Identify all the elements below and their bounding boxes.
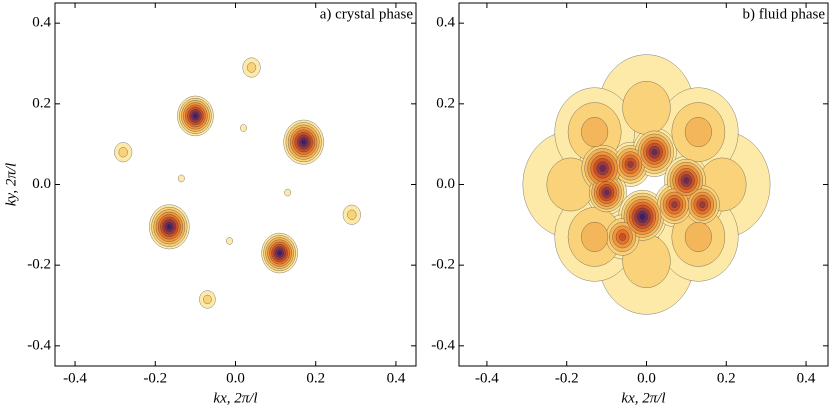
x-tick-label: -0.4 bbox=[63, 370, 87, 386]
contour-level bbox=[683, 177, 690, 184]
x-axis-label: kx, 2π/l bbox=[213, 390, 257, 406]
y-tick-label: -0.4 bbox=[431, 337, 455, 353]
y-tick-label: -0.2 bbox=[27, 257, 51, 273]
contour-level bbox=[226, 237, 233, 245]
y-tick-label: -0.4 bbox=[27, 337, 51, 353]
contour-level bbox=[277, 250, 282, 256]
x-tick-label: -0.2 bbox=[555, 370, 579, 386]
contour-level bbox=[347, 209, 357, 220]
contour-level bbox=[118, 147, 128, 158]
x-tick-label: -0.4 bbox=[475, 370, 499, 386]
panel-title: b) fluid phase bbox=[743, 6, 826, 22]
contour-level bbox=[618, 232, 627, 241]
y-tick-label: 0.4 bbox=[32, 15, 51, 31]
x-tick-label: 0.4 bbox=[797, 370, 816, 386]
contour-level bbox=[622, 80, 671, 135]
x-tick-label: 0.2 bbox=[306, 370, 325, 386]
plot-frame bbox=[54, 2, 417, 367]
y-axis-label: ky, 2π/l bbox=[3, 163, 19, 206]
y-tick-label: 0.4 bbox=[436, 15, 455, 31]
x-tick-label: 0.0 bbox=[226, 370, 245, 386]
y-tick-label: -0.2 bbox=[431, 257, 455, 273]
x-axis-label: kx, 2π/l bbox=[621, 390, 665, 406]
contour-level bbox=[193, 113, 198, 119]
y-tick-label: 0.0 bbox=[32, 176, 51, 192]
contour-level bbox=[284, 188, 292, 197]
contour-level bbox=[699, 201, 706, 209]
contour-level bbox=[671, 201, 678, 209]
contour-level bbox=[166, 224, 172, 230]
contour-level bbox=[581, 221, 609, 252]
x-tick-label: 0.2 bbox=[717, 370, 736, 386]
x-tick-label: 0.0 bbox=[637, 370, 656, 386]
contour-level bbox=[240, 124, 247, 132]
contour-level bbox=[639, 213, 646, 220]
contour-level bbox=[627, 160, 634, 168]
contour-level bbox=[603, 189, 610, 196]
contour-level bbox=[599, 164, 606, 172]
x-tick-label: -0.2 bbox=[143, 370, 167, 386]
x-tick-label: 0.4 bbox=[387, 370, 406, 386]
contour-level bbox=[203, 294, 212, 305]
contour-level bbox=[651, 148, 658, 156]
contour-level bbox=[581, 117, 609, 148]
contour-level bbox=[301, 139, 307, 145]
y-tick-label: 0.0 bbox=[436, 176, 455, 192]
contour-area bbox=[114, 57, 361, 309]
contour-area bbox=[522, 54, 771, 315]
contour-level bbox=[684, 117, 712, 148]
contour-level bbox=[684, 221, 712, 252]
y-tick-label: 0.2 bbox=[436, 95, 455, 111]
y-tick-label: 0.2 bbox=[32, 95, 51, 111]
contour-level bbox=[177, 174, 185, 183]
contour-level bbox=[246, 62, 257, 73]
panel-title: a) crystal phase bbox=[320, 6, 414, 22]
